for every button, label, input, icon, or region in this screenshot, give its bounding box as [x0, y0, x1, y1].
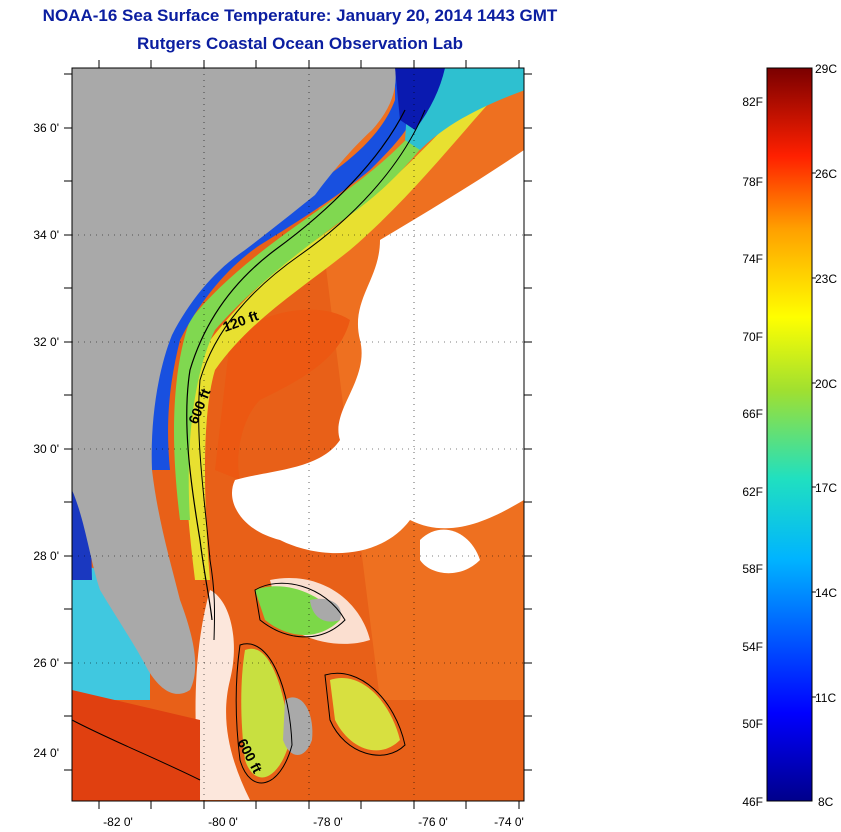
colorbar [766, 67, 813, 802]
map-area [72, 68, 524, 801]
colorbar-c-label: 17C [815, 481, 837, 495]
colorbar-f-label: 54F [742, 640, 763, 654]
lon-label: -80 0' [208, 815, 238, 829]
lat-label: 36 0' [33, 121, 59, 135]
colorbar-c-label: 11C [815, 691, 836, 705]
lon-label: -78 0' [313, 815, 343, 829]
lat-label: 30 0' [33, 442, 59, 456]
lon-label: -76 0' [418, 815, 448, 829]
lat-label: 34 0' [33, 228, 59, 242]
colorbar-f-label: 66F [742, 407, 763, 421]
lat-label: 32 0' [33, 335, 59, 349]
lon-label: -82 0' [103, 815, 133, 829]
graticule [72, 68, 524, 801]
colorbar-f-label: 62F [742, 485, 763, 499]
colorbar-f-label: 82F [742, 95, 763, 109]
colorbar-f-label: 78F [742, 175, 763, 189]
tick-marks [64, 60, 532, 809]
colorbar-f-label: 58F [742, 562, 763, 576]
lat-label: 24 0' [33, 746, 59, 760]
colorbar-f-label: 70F [742, 330, 763, 344]
colorbar-c-label: 23C [815, 272, 837, 286]
colorbar-c-label: 26C [815, 167, 837, 181]
map-frame [71, 67, 525, 802]
colorbar-f-label: 46F [742, 795, 763, 809]
lat-label: 28 0' [33, 549, 59, 563]
colorbar-f-label: 74F [742, 252, 763, 266]
lon-label: -74 0' [494, 815, 524, 829]
colorbar-c-label: 20C [815, 377, 837, 391]
colorbar-c-label: 29C [815, 62, 837, 76]
colorbar-c-label: 14C [815, 586, 837, 600]
colorbar-f-label: 50F [742, 717, 763, 731]
map-subtitle: Rutgers Coastal Ocean Observation Lab [137, 34, 463, 53]
lat-label: 26 0' [33, 656, 59, 670]
colorbar-c-label: 8C [818, 795, 834, 809]
land-mass [72, 68, 396, 694]
map-title: NOAA-16 Sea Surface Temperature: January… [42, 6, 558, 25]
